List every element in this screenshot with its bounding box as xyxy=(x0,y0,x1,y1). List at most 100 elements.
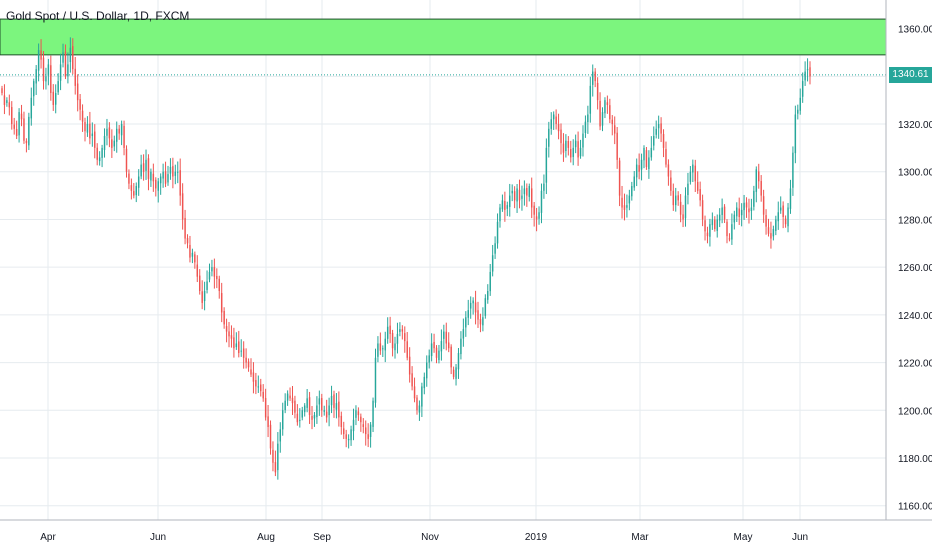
candle-body xyxy=(440,341,443,352)
candle-body xyxy=(772,228,775,237)
candle-body xyxy=(111,139,113,148)
candle-body xyxy=(386,326,389,339)
candle-body xyxy=(469,302,472,309)
candle-body xyxy=(450,346,452,368)
candle-body xyxy=(675,195,677,206)
candle-body xyxy=(174,171,177,176)
candle-body xyxy=(184,217,186,239)
candle-body xyxy=(189,244,191,258)
candle-body xyxy=(565,140,567,151)
candle-body xyxy=(191,252,194,257)
candle-body xyxy=(789,188,792,209)
candle-body xyxy=(399,329,401,332)
candle-body xyxy=(765,215,767,227)
candle-body xyxy=(628,195,631,204)
candle-body xyxy=(677,195,679,201)
candle-body xyxy=(687,183,689,196)
candle-body xyxy=(679,201,682,215)
candle-body xyxy=(767,227,770,234)
candle-body xyxy=(67,64,69,77)
candle-body xyxy=(572,147,574,157)
candle-body xyxy=(374,357,377,403)
candle-body xyxy=(728,238,731,240)
candle-body xyxy=(736,207,738,217)
candle-body xyxy=(797,109,799,114)
candle-body xyxy=(238,341,240,354)
candle-body xyxy=(474,302,477,313)
candle-body xyxy=(633,176,635,188)
x-tick-label: Apr xyxy=(40,532,56,543)
candle-body xyxy=(787,207,789,227)
candle-body xyxy=(806,69,809,71)
candle-body xyxy=(491,255,494,272)
candle-body xyxy=(301,410,303,418)
candle-body xyxy=(643,147,645,161)
candle-body xyxy=(203,291,206,301)
candle-body xyxy=(164,171,167,184)
candle-body xyxy=(606,102,609,105)
candle-body xyxy=(570,148,572,158)
candle-body xyxy=(638,165,640,172)
candle-body xyxy=(745,202,748,208)
candle-body xyxy=(599,100,601,127)
candle-body xyxy=(355,410,357,418)
candle-body xyxy=(152,173,155,182)
candle-body xyxy=(372,400,374,427)
candle-body xyxy=(52,91,54,105)
candle-body xyxy=(284,400,286,411)
candle-body xyxy=(557,124,560,132)
time-axis[interactable]: Apr Jun Aug Sep Nov 2019 Mar May Jun xyxy=(40,532,808,543)
candle-body xyxy=(621,197,623,208)
x-tick-label: Mar xyxy=(631,532,649,543)
candle-body xyxy=(696,181,699,191)
candle-body xyxy=(159,176,162,184)
candle-body xyxy=(733,214,736,223)
candle-body xyxy=(684,195,687,219)
candle-body xyxy=(721,207,723,215)
candle-body xyxy=(186,238,189,244)
candle-body xyxy=(277,443,279,471)
y-tick-label: 1320.00 xyxy=(898,120,932,131)
candle-body xyxy=(369,424,372,437)
candle-body xyxy=(257,386,260,388)
candle-body xyxy=(25,140,28,144)
candle-body xyxy=(477,310,479,320)
candle-body xyxy=(801,81,804,97)
candle-body xyxy=(106,128,108,136)
candle-body xyxy=(384,338,386,351)
candle-body xyxy=(230,335,233,339)
candle-body xyxy=(157,181,159,191)
candle-body xyxy=(748,208,750,213)
price-axis[interactable]: 1160.00 1180.00 1200.00 1220.00 1240.00 1260.… xyxy=(898,25,932,513)
candle-body xyxy=(69,47,72,63)
candle-body xyxy=(594,71,596,82)
candle-body xyxy=(233,337,235,349)
candle-body xyxy=(147,158,150,179)
candle-body xyxy=(213,267,216,277)
candle-body xyxy=(84,122,86,132)
candle-body xyxy=(264,398,267,418)
candle-body xyxy=(350,429,352,441)
candle-body xyxy=(462,329,465,339)
candle-body xyxy=(601,112,604,126)
candle-body xyxy=(509,195,511,207)
candle-body xyxy=(743,202,745,211)
candle-body xyxy=(530,188,533,208)
candle-body xyxy=(40,50,42,60)
resistance-zone xyxy=(0,18,887,56)
candle-body xyxy=(169,166,172,174)
candle-body xyxy=(211,267,213,272)
candle-body xyxy=(13,124,15,129)
candle-body xyxy=(343,428,345,435)
chart-title: Gold Spot / U.S. Dollar, 1D, FXCM xyxy=(6,9,190,23)
x-tick-label: Sep xyxy=(313,532,331,543)
candle-body xyxy=(521,195,523,199)
candle-body xyxy=(115,128,118,142)
candle-body xyxy=(550,119,552,129)
candle-body xyxy=(706,232,709,237)
candle-body xyxy=(467,310,469,318)
candle-body xyxy=(313,415,316,419)
candle-body xyxy=(18,112,20,136)
candle-body xyxy=(262,391,264,399)
